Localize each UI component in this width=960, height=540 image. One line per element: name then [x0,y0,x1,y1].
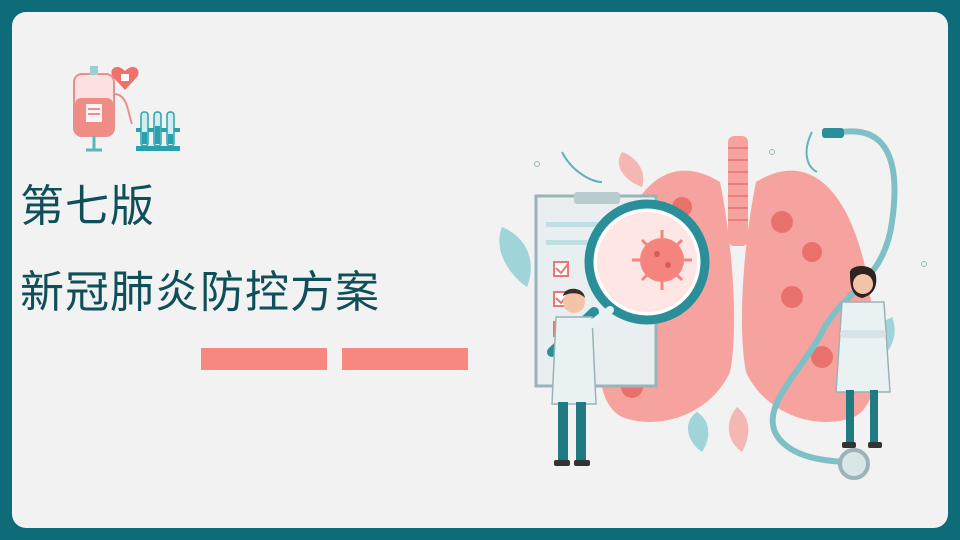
slide: 第七版 新冠肺炎防控方案 [12,12,948,528]
accent-bar-left [201,348,327,370]
medical-illustration [499,128,927,480]
virus-icon [632,230,692,290]
title-line-2: 新冠肺炎防控方案 [20,267,380,318]
heart-icon [111,66,139,90]
title-line-1: 第七版 [20,181,155,232]
stethoscope-icon [769,128,898,480]
female-doctor-icon [835,266,891,448]
male-doctor-icon [551,288,614,466]
iv-blood-bag-icon [73,66,133,152]
test-tubes-icon [136,111,180,151]
accent-bar-right [342,348,468,370]
